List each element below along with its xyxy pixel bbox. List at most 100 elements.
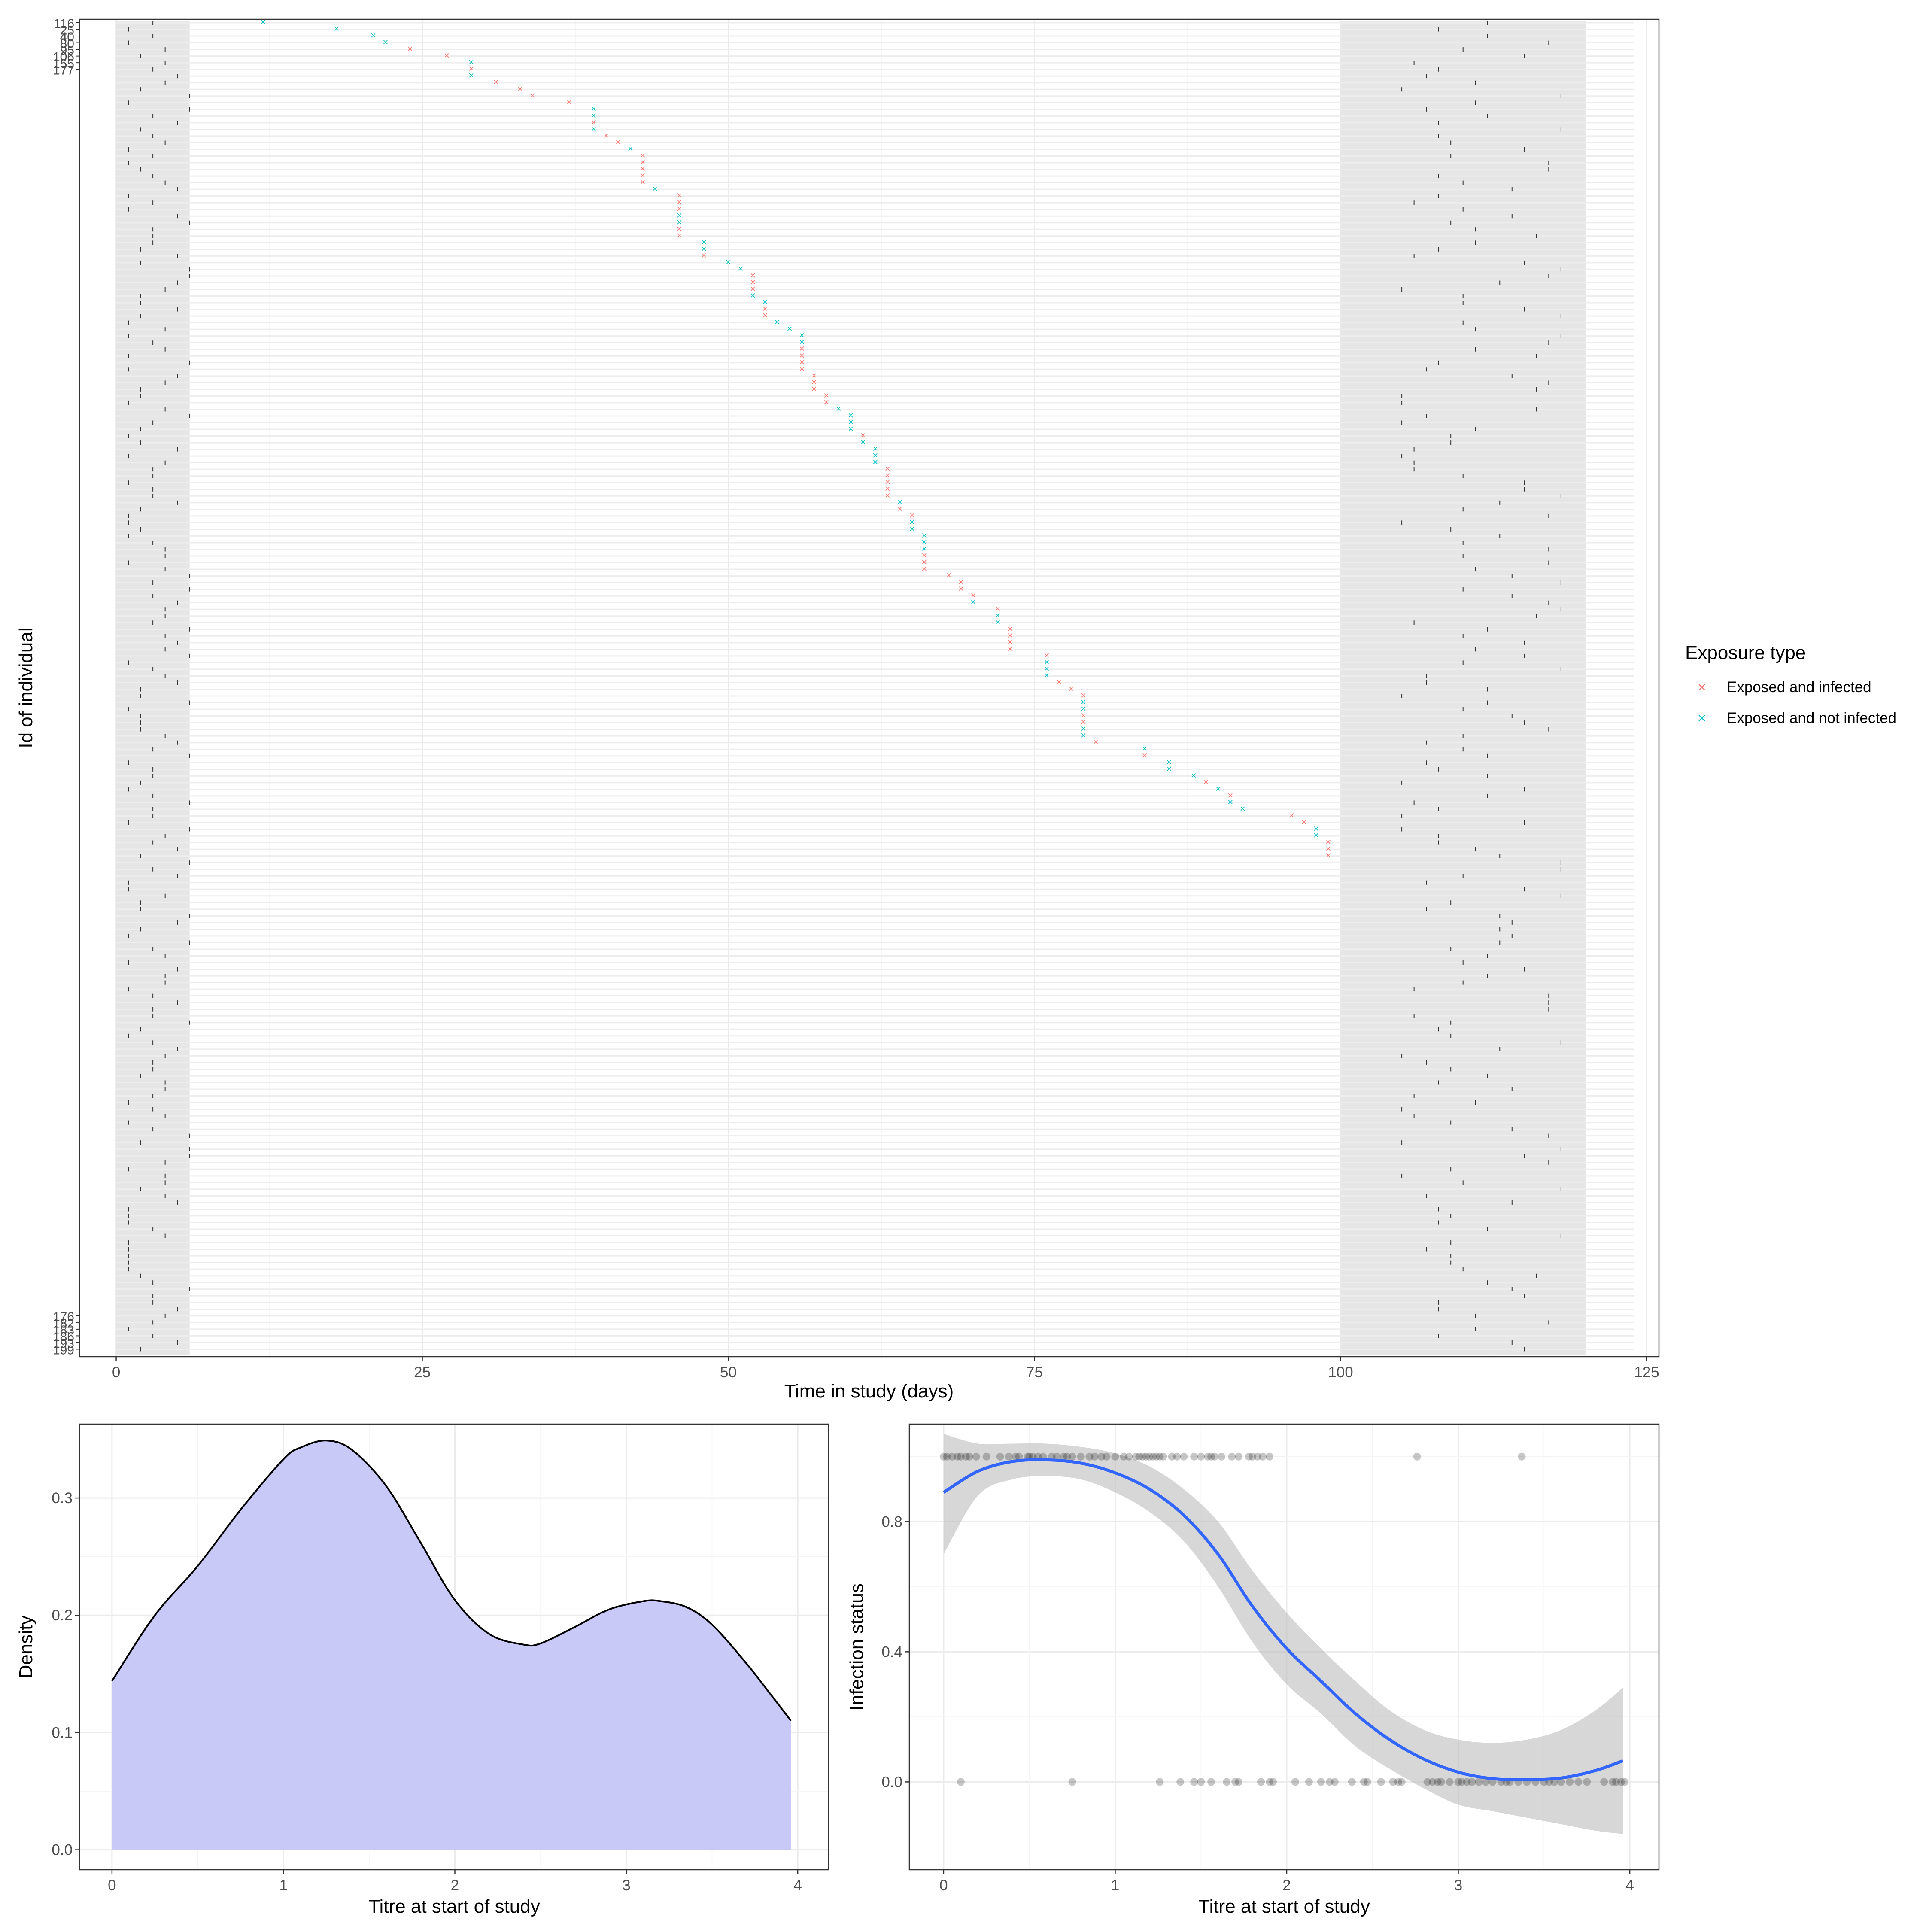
- infected-point: [1190, 1452, 1198, 1461]
- exposure-mark: ×: [1081, 690, 1086, 701]
- infected-point: [1211, 1452, 1219, 1461]
- not-infected-point: [1305, 1778, 1313, 1786]
- exposure-mark: ×: [640, 177, 645, 188]
- exposure-mark: ×: [750, 270, 756, 281]
- infected-point: [1077, 1452, 1085, 1461]
- not-infected-point: [1423, 1778, 1431, 1786]
- not-infected-point: [1394, 1778, 1402, 1786]
- infected-point: [1249, 1452, 1257, 1461]
- exposure-mark: ×: [260, 17, 266, 27]
- not-infected-point: [1363, 1778, 1371, 1786]
- infected-point: [1063, 1452, 1071, 1461]
- infected-point: [1135, 1452, 1143, 1461]
- timeline-plot-border: [79, 18, 1660, 1358]
- exposure-mark: ×: [1081, 723, 1086, 734]
- exposure-mark: ×: [701, 250, 707, 261]
- timeline-exposure-marks: × × × × × × × × × × × × × × × × × × × × × × × × × × × × × × × × × × × × × × × ×…: [260, 17, 1331, 861]
- not-infected-point: [1231, 1778, 1239, 1786]
- exposure-mark: ×: [677, 230, 682, 241]
- exposure-mark: ×: [799, 337, 805, 347]
- exposure-mark: ×: [1215, 783, 1221, 794]
- exposure-mark: ×: [468, 57, 474, 67]
- exposure-mark: ×: [848, 423, 854, 434]
- timeline-x-axis-title: Time in study (days): [784, 1381, 954, 1402]
- exposure-mark: ×: [970, 590, 976, 601]
- exposure-legend: Exposure type × Exposed and infected × E…: [1685, 642, 1896, 726]
- infected-point: [1012, 1452, 1020, 1461]
- density-x-tick-label: 4: [793, 1877, 802, 1894]
- not-infected-point: [1348, 1778, 1356, 1786]
- exposure-mark: ×: [1044, 670, 1050, 680]
- exposure-mark: ×: [640, 150, 645, 161]
- not-infected-point: [1454, 1778, 1462, 1786]
- exposure-mark: ×: [1326, 850, 1331, 861]
- exposure-mark: ×: [677, 197, 682, 207]
- infected-point: [1173, 1452, 1181, 1461]
- exposure-mark: ×: [762, 304, 768, 314]
- infection-y-tick-label: 0.0: [881, 1774, 902, 1790]
- infection-x-tick-label: 2: [1282, 1877, 1291, 1894]
- exposure-mark: ×: [1227, 790, 1233, 801]
- sampling-window: [116, 21, 190, 1355]
- exposure-mark: ×: [1142, 743, 1148, 754]
- smooth-fit-line: [943, 1458, 1624, 1781]
- legend-marker-not-infected-icon: ×: [1698, 710, 1706, 726]
- exposure-mark: ×: [885, 477, 890, 487]
- not-infected-point: [1600, 1778, 1608, 1786]
- exposure-mark: ×: [566, 97, 572, 107]
- infected-point: [982, 1452, 990, 1461]
- not-infected-point: [1583, 1778, 1591, 1786]
- exposure-mark: ×: [1093, 737, 1099, 747]
- exposure-mark: ×: [946, 570, 951, 581]
- infection-x-tick-label: 3: [1454, 1877, 1462, 1894]
- timeline-y-tick-label: 186: [53, 1330, 74, 1344]
- infected-point: [1266, 1452, 1274, 1461]
- exposure-mark: ×: [872, 444, 878, 454]
- exposure-mark: ×: [1007, 630, 1013, 641]
- density-x-ticks: 0 1 2 3 4: [108, 1870, 802, 1894]
- timeline-x-tick-label: 50: [720, 1364, 737, 1381]
- exposure-mark: ×: [371, 30, 376, 41]
- infected-point: [957, 1452, 965, 1461]
- exposure-mark: ×: [383, 37, 389, 48]
- density-plot-border: [79, 1423, 829, 1871]
- infected-point: [1053, 1452, 1061, 1461]
- not-infected-point: [1621, 1778, 1629, 1786]
- exposure-mark: ×: [921, 550, 927, 561]
- exposure-mark: ×: [468, 70, 474, 81]
- timeline-y-tick-label: 80: [60, 37, 74, 51]
- exposure-mark: ×: [799, 350, 805, 361]
- infected-point: [1168, 1452, 1176, 1461]
- exposure-mark: ×: [750, 290, 756, 301]
- timeline-y-tick-label: 182: [53, 1316, 74, 1331]
- density-panel: 0 1 2 3 4 0.0 0.1 0.2 0.3 Titre at start of stu…: [15, 1423, 829, 1917]
- not-infected-point: [1068, 1778, 1076, 1786]
- infected-point: [943, 1452, 951, 1461]
- exposure-mark: ×: [750, 276, 756, 287]
- exposure-mark: ×: [1081, 717, 1086, 727]
- exposure-mark: ×: [885, 483, 890, 494]
- not-infected-point: [1463, 1778, 1471, 1786]
- exposure-mark: ×: [921, 557, 927, 568]
- exposure-mark: ×: [1326, 837, 1331, 848]
- legend-label-not-infected: Exposed and not infected: [1727, 710, 1896, 726]
- infected-point: [1091, 1452, 1099, 1461]
- exposure-mark: ×: [1081, 703, 1086, 714]
- exposure-mark: ×: [591, 103, 596, 114]
- exposure-mark: ×: [407, 43, 413, 54]
- exposure-mark: ×: [1166, 763, 1172, 774]
- infected-point: [965, 1452, 973, 1461]
- not-infected-point: [1609, 1778, 1617, 1786]
- density-y-axis-title: Density: [15, 1616, 36, 1679]
- infected-point: [1245, 1452, 1253, 1461]
- exposure-mark: ×: [823, 390, 829, 401]
- infected-point: [972, 1452, 980, 1461]
- exposure-mark: ×: [958, 583, 964, 594]
- not-infected-point: [1207, 1778, 1215, 1786]
- not-infected-point: [1566, 1778, 1574, 1786]
- not-infected-point: [1317, 1778, 1325, 1786]
- exposure-mark: ×: [921, 543, 927, 554]
- exposure-mark: ×: [885, 470, 890, 481]
- infected-point: [1085, 1452, 1094, 1461]
